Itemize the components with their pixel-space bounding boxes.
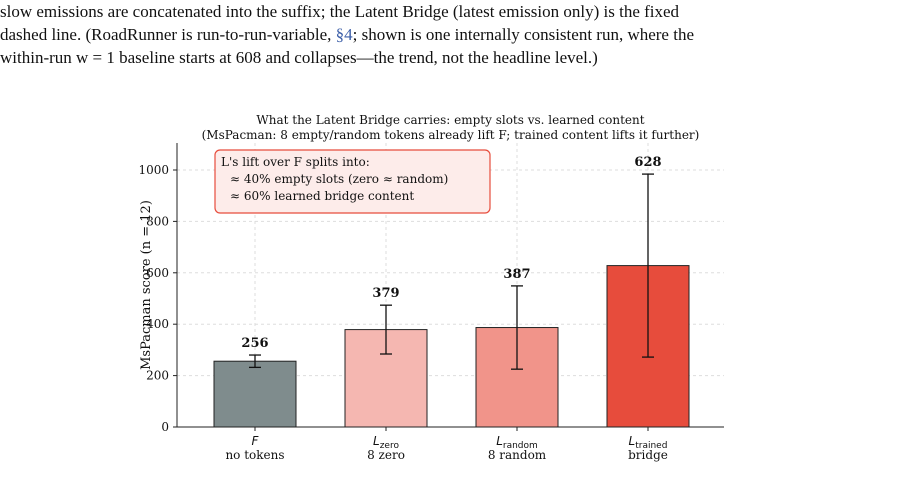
- category-symbol: F: [252, 434, 260, 448]
- y-tick-label: 400: [146, 317, 169, 331]
- x-tick-label: Lrandom: [496, 434, 538, 451]
- error-bar: [249, 354, 261, 369]
- section-link[interactable]: §4: [335, 25, 353, 44]
- y-tick-label: 1000: [138, 163, 169, 177]
- bar: [213, 360, 297, 428]
- category-subscript: zero: [380, 441, 400, 451]
- error-bar: [511, 285, 523, 370]
- text-line: slow emissions are concatenated into the…: [0, 2, 680, 21]
- x-tick-label: bridge: [628, 448, 668, 462]
- x-tick-label: no tokens: [225, 448, 284, 462]
- x-tick-label: Lzero: [373, 434, 399, 451]
- error-bar: [380, 304, 392, 355]
- y-tick-label: 800: [146, 214, 169, 228]
- annotation-text: ≈ 60% learned bridge content: [230, 189, 414, 203]
- y-tick-label: 600: [146, 266, 169, 280]
- x-tick-label: 8 zero: [367, 448, 405, 462]
- y-tick-label: 0: [161, 420, 169, 434]
- annotation-text: L's lift over F splits into:: [221, 155, 370, 169]
- x-tick-label: 8 random: [488, 448, 547, 462]
- value-label: 628: [634, 155, 661, 170]
- x-tick-label: Ltrained: [629, 434, 668, 451]
- value-label: 379: [372, 286, 399, 301]
- x-tick-label: F: [252, 434, 260, 448]
- annotation-text: ≈ 40% empty slots (zero ≈ random): [230, 172, 448, 186]
- category-symbol: L: [496, 434, 503, 448]
- y-tick-label: 200: [146, 369, 169, 383]
- annotation-box: [214, 149, 491, 214]
- category-symbol: L: [373, 434, 380, 448]
- chart-title: What the Latent Bridge carries: empty sl…: [256, 113, 644, 127]
- value-label: 256: [241, 336, 268, 351]
- category-symbol: L: [629, 434, 636, 448]
- y-axis-label: MsPacman score (n = 12): [139, 200, 154, 370]
- value-label: 387: [503, 267, 530, 282]
- chart-title: (MsPacman: 8 empty/random tokens already…: [202, 128, 700, 142]
- error-bar: [642, 173, 654, 358]
- category-subscript: random: [503, 441, 538, 451]
- text: ; shown is one internally consistent run…: [352, 25, 695, 44]
- text-line: dashed line. (RoadRunner is run-to-run-v…: [0, 25, 694, 45]
- category-subscript: trained: [635, 441, 667, 451]
- text-line: within-run w = 1 baseline starts at 608 …: [0, 48, 598, 67]
- text: dashed line. (RoadRunner is run-to-run-v…: [0, 25, 336, 44]
